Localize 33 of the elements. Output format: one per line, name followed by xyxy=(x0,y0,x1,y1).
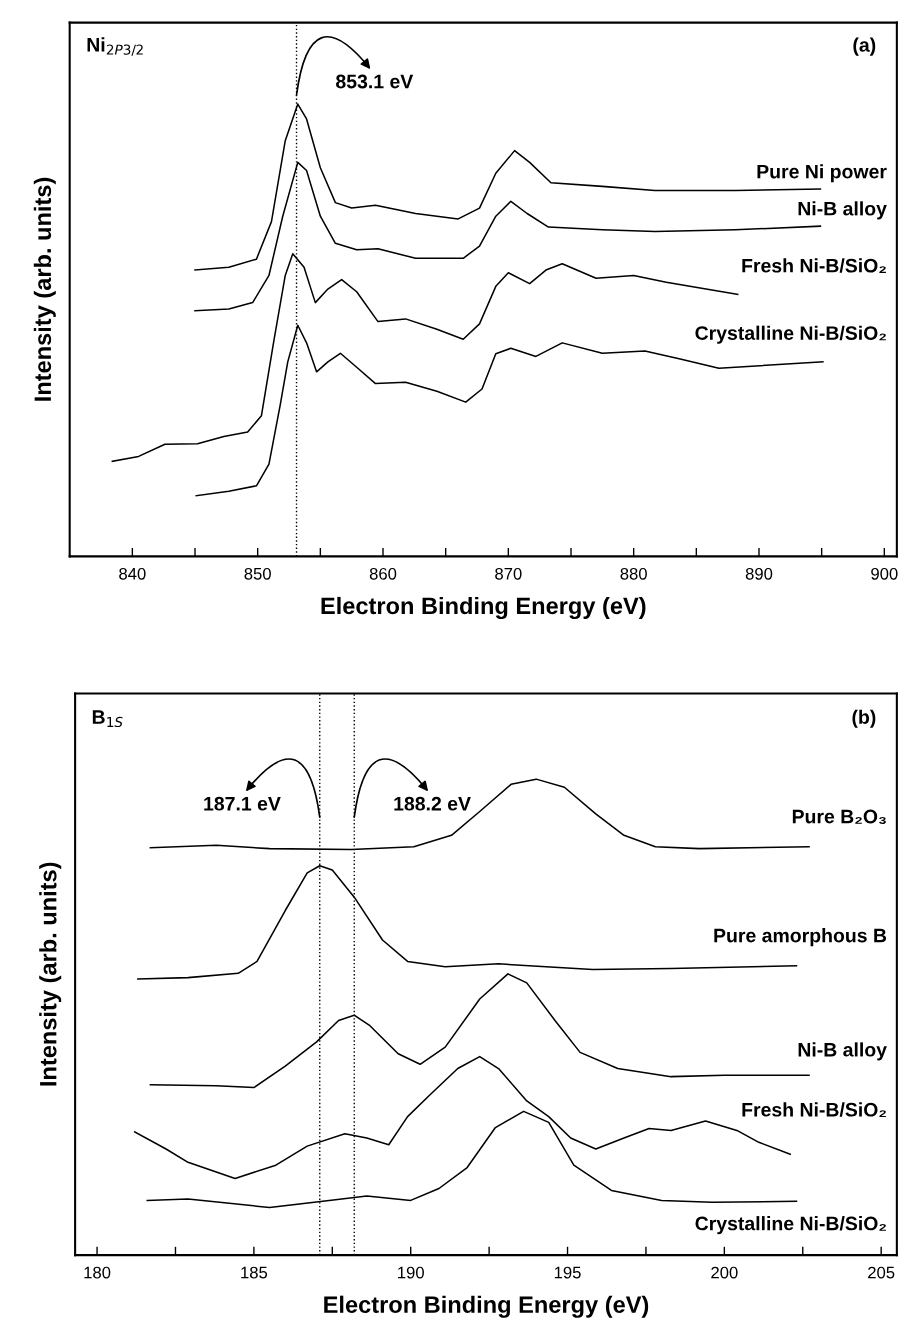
x-tick-label: 890 xyxy=(745,567,773,580)
x-tick-label: 185 xyxy=(241,1266,268,1279)
x-tick-label: 860 xyxy=(369,567,397,580)
series-label: Ni-B alloy xyxy=(798,201,887,220)
x-tick-label: 840 xyxy=(119,567,146,580)
annotation: 188.2 eV xyxy=(394,796,471,811)
y-axis-title: Intensity (arb. units) xyxy=(33,177,56,401)
series-label: Crystalline Ni-B/SiO₂ xyxy=(695,325,886,344)
series-label: Pure Ni power xyxy=(757,164,887,183)
x-tick-label: 180 xyxy=(84,1266,111,1279)
text: (b) xyxy=(852,709,876,728)
x-tick-label: 850 xyxy=(244,567,271,580)
text: Ni$_{2P3/2}$ xyxy=(87,37,143,56)
series-label: Pure B₂O₃ xyxy=(792,809,886,824)
x-tick-label: 900 xyxy=(871,567,898,580)
x-tick-label: 190 xyxy=(398,1266,424,1279)
series-label: Crystalline Ni-B/SiO₂ xyxy=(695,1216,886,1235)
x-tick-label: 205 xyxy=(868,1266,895,1279)
x-tick-label: 870 xyxy=(495,567,522,580)
x-tick-label: 195 xyxy=(554,1266,581,1279)
x-axis-title: Electron Binding Energy (eV) xyxy=(324,1295,649,1318)
x-tick-label: 200 xyxy=(711,1266,738,1279)
y-axis-title: Intensity (arb. units) xyxy=(39,862,62,1086)
x-tick-label: 880 xyxy=(620,567,647,580)
series-label: Pure amorphous B xyxy=(714,928,887,947)
series-label: Fresh Ni-B/SiO₂ xyxy=(742,258,886,273)
series-label: Ni-B alloy xyxy=(798,1042,887,1061)
annotation: 187.1 eV xyxy=(204,796,281,811)
text: B$_{1S}$ xyxy=(92,710,123,728)
x-axis-title: Electron Binding Energy (eV) xyxy=(321,596,646,620)
series-label: Fresh Ni-B/SiO₂ xyxy=(742,1102,886,1118)
text: (a) xyxy=(853,37,876,56)
annotation: 853.1 eV xyxy=(336,74,414,89)
